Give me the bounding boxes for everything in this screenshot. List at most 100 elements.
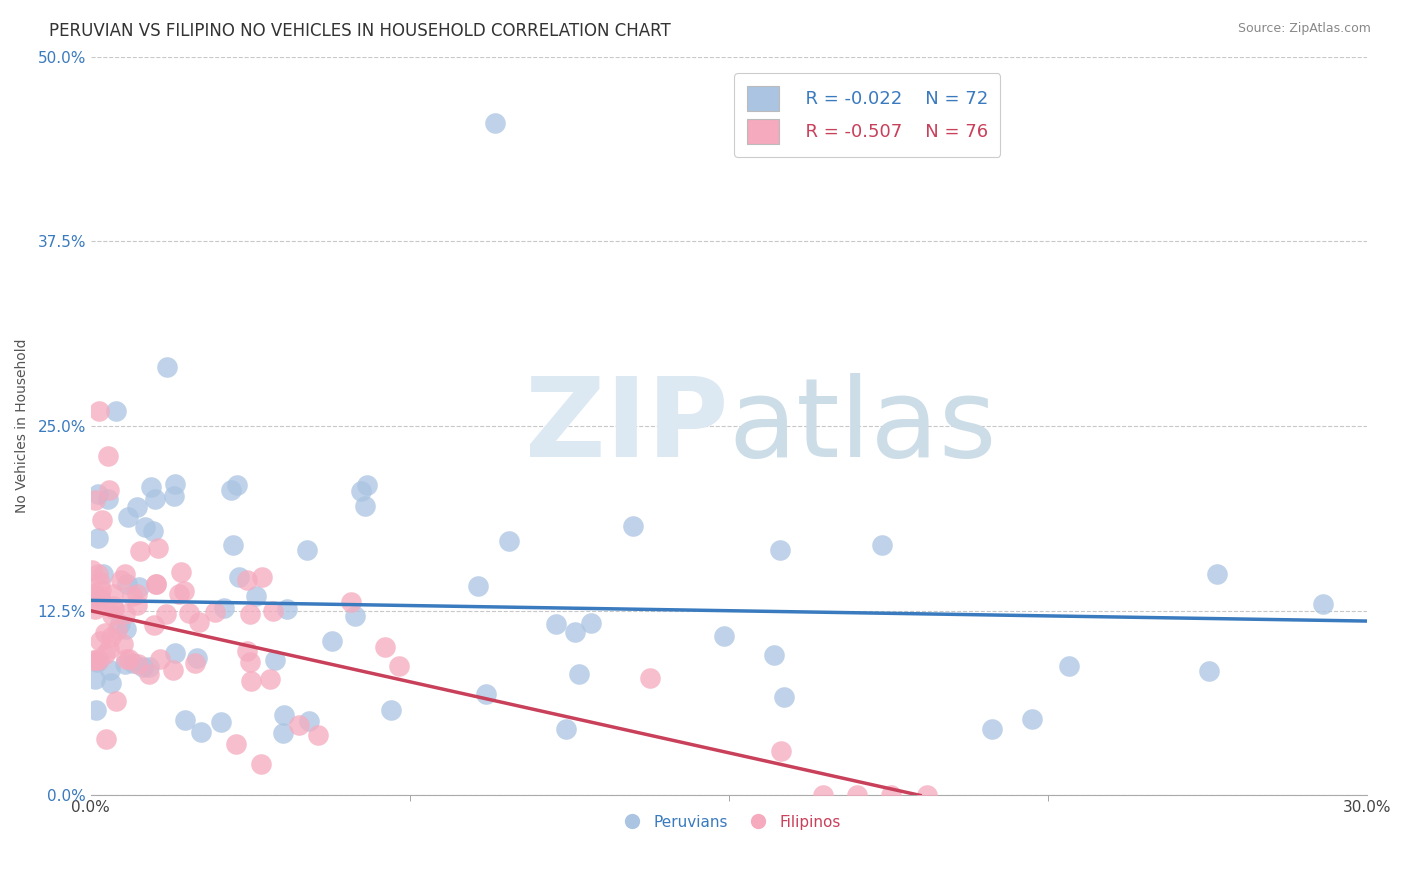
Point [467, 579, 489, 593]
Point [97, 449, 120, 463]
Point [89, 633, 111, 648]
Point [101, 607, 124, 622]
Point [770, 744, 793, 758]
Point [156, 359, 179, 374]
Point [240, 673, 263, 688]
Point [222, 538, 245, 552]
Point [564, 625, 586, 640]
Point [131, 660, 153, 674]
Point [121, 656, 143, 670]
Point [117, 577, 139, 591]
Point [100, 630, 122, 644]
Point [356, 478, 378, 492]
Point [236, 644, 259, 658]
Point [83, 586, 105, 600]
Point [179, 606, 201, 620]
Point [1021, 712, 1043, 726]
Point [228, 569, 250, 583]
Point [1198, 664, 1220, 678]
Point [114, 567, 136, 582]
Point [87, 653, 110, 667]
Point [1057, 659, 1080, 673]
Point [621, 518, 644, 533]
Point [89, 575, 111, 590]
Point [138, 666, 160, 681]
Point [225, 478, 247, 492]
Point [713, 629, 735, 643]
Point [146, 541, 169, 556]
Point [212, 601, 235, 615]
Text: ZIP: ZIP [526, 373, 728, 480]
Point [174, 714, 197, 728]
Point [259, 672, 281, 686]
Point [84, 492, 107, 507]
Point [340, 595, 363, 609]
Point [128, 580, 150, 594]
Point [374, 640, 396, 654]
Point [163, 646, 186, 660]
Point [262, 604, 284, 618]
Point [186, 651, 208, 665]
Point [84, 703, 107, 717]
Point [380, 703, 402, 717]
Point [225, 737, 247, 751]
Point [190, 725, 212, 739]
Point [219, 483, 242, 497]
Point [80, 563, 103, 577]
Point [1206, 566, 1229, 581]
Point [105, 404, 128, 418]
Point [145, 577, 167, 591]
Point [981, 722, 1004, 736]
Point [117, 509, 139, 524]
Point [763, 648, 786, 663]
Point [100, 663, 122, 677]
Point [91, 513, 114, 527]
Point [307, 728, 329, 742]
Point [1312, 597, 1334, 611]
Point [87, 531, 110, 545]
Point [581, 615, 603, 630]
Point [769, 542, 792, 557]
Point [86, 655, 108, 669]
Point [118, 652, 141, 666]
Point [108, 617, 131, 632]
Point [94, 647, 117, 661]
Point [97, 483, 120, 497]
Point [89, 592, 111, 607]
Point [568, 666, 591, 681]
Point [344, 608, 367, 623]
Point [162, 489, 184, 503]
Point [276, 602, 298, 616]
Point [297, 543, 319, 558]
Point [121, 590, 143, 604]
Point [163, 477, 186, 491]
Point [86, 487, 108, 501]
Point [263, 652, 285, 666]
Text: Source: ZipAtlas.com: Source: ZipAtlas.com [1237, 22, 1371, 36]
Point [498, 533, 520, 548]
Point [167, 587, 190, 601]
Point [97, 492, 120, 507]
Point [125, 500, 148, 514]
Point [173, 584, 195, 599]
Point [138, 660, 160, 674]
Point [83, 653, 105, 667]
Point [115, 652, 138, 666]
Text: atlas: atlas [728, 373, 997, 480]
Point [388, 659, 411, 673]
Point [94, 731, 117, 746]
Point [114, 622, 136, 636]
Point [129, 544, 152, 558]
Point [297, 714, 319, 729]
Point [90, 582, 112, 597]
Point [89, 589, 111, 603]
Point [145, 576, 167, 591]
Point [114, 657, 136, 671]
Point [114, 607, 136, 622]
Point [880, 789, 903, 803]
Legend: Peruvians, Filipinos: Peruvians, Filipinos [610, 808, 846, 836]
Text: PERUVIAN VS FILIPINO NO VEHICLES IN HOUSEHOLD CORRELATION CHART: PERUVIAN VS FILIPINO NO VEHICLES IN HOUS… [49, 22, 671, 40]
Point [134, 520, 156, 534]
Point [103, 602, 125, 616]
Point [249, 757, 271, 772]
